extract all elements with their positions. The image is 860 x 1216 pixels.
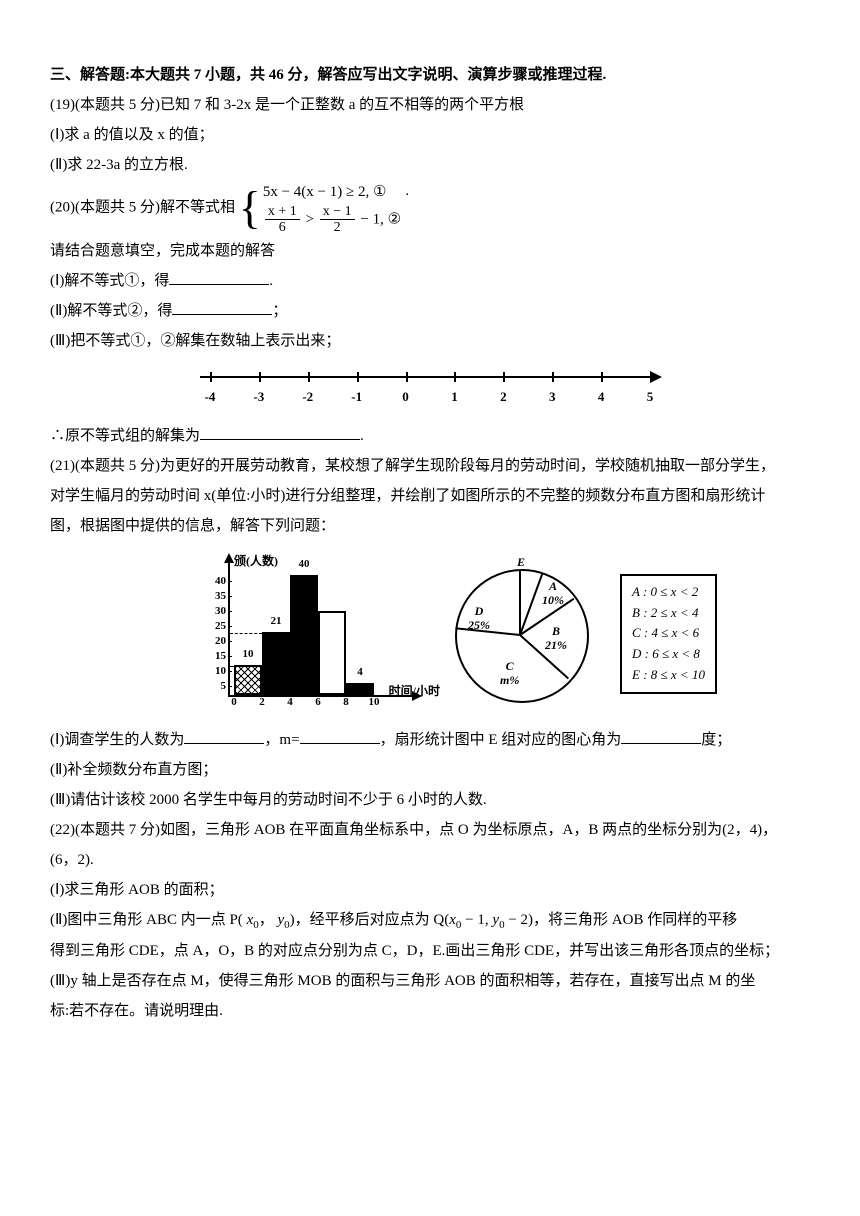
q21-p1: (Ⅰ)调查学生的人数为 ，m= ，扇形统计图中 E 组对应的图心角为 度； xyxy=(50,725,810,755)
q21-p1b: ，m= xyxy=(264,732,299,748)
hist-bar xyxy=(318,611,346,695)
q20-l2a: (Ⅰ)解不等式①，得 xyxy=(50,273,169,289)
q20-gt: > xyxy=(305,211,317,227)
number-line-label: 3 xyxy=(549,384,556,410)
q20-l3b: ； xyxy=(272,303,287,319)
legend-row: B : 2 ≤ x < 4 xyxy=(632,603,705,624)
pie-label: Cm% xyxy=(500,659,519,688)
number-line-label: 1 xyxy=(451,384,458,410)
hist-ytick: 40 xyxy=(206,570,226,592)
q22-p5: 标:若不存在。请说明理由. xyxy=(50,996,810,1026)
legend-row: A : 0 ≤ x < 2 xyxy=(632,582,705,603)
histogram: 颁(人数) 时间/小时 5101520253035401021404024681… xyxy=(190,549,420,719)
hist-xtick: 2 xyxy=(259,691,265,713)
sep: ， xyxy=(259,912,278,928)
q20-concl-b: . xyxy=(360,428,364,444)
hist-xtick: 8 xyxy=(343,691,349,713)
q21-p2: (Ⅱ)补全频数分布直方图； xyxy=(50,755,810,785)
qy-b: − 2) xyxy=(505,912,533,928)
q21-stem2: 对学生幅月的劳动时间 x(单位:小时)进行分组整理，并绘削了如图所示的不完整的频… xyxy=(50,481,810,511)
hist-xtick: 4 xyxy=(287,691,293,713)
q20-case1: 5x − 4(x − 1) ≥ 2, ① xyxy=(263,180,401,204)
legend-row: D : 6 ≤ x < 8 xyxy=(632,644,705,665)
q22-p3: 得到三角形 CDE，点 A，O，B 的对应点分别为点 C，D，E.画出三角形 C… xyxy=(50,936,810,966)
blank xyxy=(172,299,272,315)
blank xyxy=(169,269,269,285)
hist-ylabel: 颁(人数) xyxy=(234,549,278,573)
blank xyxy=(621,728,701,744)
q22-stem1: (22)(本题共 7 分)如图，三角形 AOB 在平面直角坐标系中，点 O 为坐… xyxy=(50,815,810,845)
hist-bar-label: 21 xyxy=(271,610,282,632)
number-line-label: 5 xyxy=(647,384,654,410)
frac-den: 6 xyxy=(265,220,300,235)
hist-bar xyxy=(262,632,290,695)
q22-p2b: )，经平移后对应点为 Q( xyxy=(290,912,450,928)
pie-label: B21% xyxy=(545,624,567,653)
q22-p2c: ，将三角形 AOB 作同样的平移 xyxy=(533,912,737,928)
q20-concl-a: ∴原不等式组的解集为 xyxy=(50,428,200,444)
hist-bar xyxy=(234,665,262,695)
q22-stem2: (6，2). xyxy=(50,845,810,875)
q21-figure-row: 颁(人数) 时间/小时 5101520253035401021404024681… xyxy=(190,549,810,719)
q20-line2: (Ⅰ)解不等式①，得. xyxy=(50,266,810,296)
q20-lead-text: (20)(本题共 5 分)解不等式相 xyxy=(50,199,235,215)
q22-p4: (Ⅲ)y 轴上是否存在点 M，使得三角形 MOB 的面积与三角形 AOB 的面积… xyxy=(50,966,810,996)
number-line-label: -1 xyxy=(351,384,362,410)
q21-p1a: (Ⅰ)调查学生的人数为 xyxy=(50,732,184,748)
q20-l3a: (Ⅱ)解不等式②，得 xyxy=(50,303,172,319)
number-line-label: 4 xyxy=(598,384,605,410)
hist-bar-label: 4 xyxy=(357,661,363,683)
qx: x xyxy=(449,912,456,928)
frac-den: 2 xyxy=(320,220,355,235)
pie-label: E xyxy=(517,555,525,569)
hist-xtick: 6 xyxy=(315,691,321,713)
legend-row: C : 4 ≤ x < 6 xyxy=(632,623,705,644)
hist-bar-label: 40 xyxy=(299,553,310,575)
q20-line1: 请结合题意填空，完成本题的解答 xyxy=(50,236,810,266)
blank xyxy=(300,728,380,744)
legend-box: A : 0 ≤ x < 2B : 2 ≤ x < 4C : 4 ≤ x < 6D… xyxy=(620,574,717,694)
q22-p2a: (Ⅱ)图中三角形 ABC 内一点 P( xyxy=(50,912,247,928)
q19-stem: (19)(本题共 5 分)已知 7 和 3-2x 是一个正整数 a 的互不相等的… xyxy=(50,90,810,120)
pie-label: D25% xyxy=(468,604,490,633)
q21-p1c: ，扇形统计图中 E 组对应的图心角为 xyxy=(380,732,622,748)
blank xyxy=(200,424,360,440)
q20-line3: (Ⅱ)解不等式②，得 ； xyxy=(50,296,810,326)
number-line-label: -3 xyxy=(253,384,264,410)
pie-label: A10% xyxy=(542,579,564,608)
section-heading: 三、解答题:本大题共 7 小题，共 46 分，解答应写出文字说明、演算步骤或推理… xyxy=(50,60,810,90)
blank xyxy=(184,728,264,744)
frac-num: x − 1 xyxy=(320,204,355,220)
q20-l2b: . xyxy=(269,273,273,289)
q21-p3: (Ⅲ)请估计该校 2000 名学生中每月的劳动时间不少于 6 小时的人数. xyxy=(50,785,810,815)
q21-p1d: 度； xyxy=(701,732,731,748)
q20-conclusion: ∴原不等式组的解集为. xyxy=(50,421,810,451)
number-line-label: 0 xyxy=(402,384,409,410)
q20-dot: · xyxy=(405,187,410,203)
legend-row: E : 8 ≤ x < 10 xyxy=(632,665,705,686)
q20-case2: x + 16 > x − 12 − 1, ② xyxy=(263,204,401,236)
q21-stem3: 图，根据图中提供的信息，解答下列问题： xyxy=(50,511,810,541)
number-line-label: -2 xyxy=(302,384,313,410)
q20-lead: (20)(本题共 5 分)解不等式相 { 5x − 4(x − 1) ≥ 2, … xyxy=(50,180,810,236)
q20-brace: { 5x − 4(x − 1) ≥ 2, ① x + 16 > x − 12 −… xyxy=(239,180,401,236)
hist-bar xyxy=(290,575,318,695)
number-line-label: 2 xyxy=(500,384,507,410)
hist-xlabel: 时间/小时 xyxy=(389,679,440,703)
hist-bar-label: 10 xyxy=(243,643,254,665)
frac-num: x + 1 xyxy=(265,204,300,220)
q19-p2: (Ⅱ)求 22-3a 的立方根. xyxy=(50,150,810,180)
qx-b: − 1, xyxy=(461,912,492,928)
q20-line4: (Ⅲ)把不等式①，②解集在数轴上表示出来； xyxy=(50,326,810,356)
hist-xtick: 0 xyxy=(231,691,237,713)
q22-p2: (Ⅱ)图中三角形 ABC 内一点 P( x0， y0)，经平移后对应点为 Q(x… xyxy=(50,905,810,936)
hist-xtick: 10 xyxy=(369,691,380,713)
pie-chart: E A10% B21% Cm% D25% xyxy=(440,549,600,719)
q21-stem1: (21)(本题共 5 分)为更好的开展劳动教育，某校想了解学生现阶段每月的劳动时… xyxy=(50,451,810,481)
q22-p1: (Ⅰ)求三角形 AOB 的面积； xyxy=(50,875,810,905)
q19-p1: (Ⅰ)求 a 的值以及 x 的值； xyxy=(50,120,810,150)
number-line-label: -4 xyxy=(205,384,216,410)
number-line-figure: -4 -3 -2 -1 0 1 2 3 4 5 xyxy=(50,366,810,415)
q20-case2-tail: − 1, ② xyxy=(360,211,401,227)
